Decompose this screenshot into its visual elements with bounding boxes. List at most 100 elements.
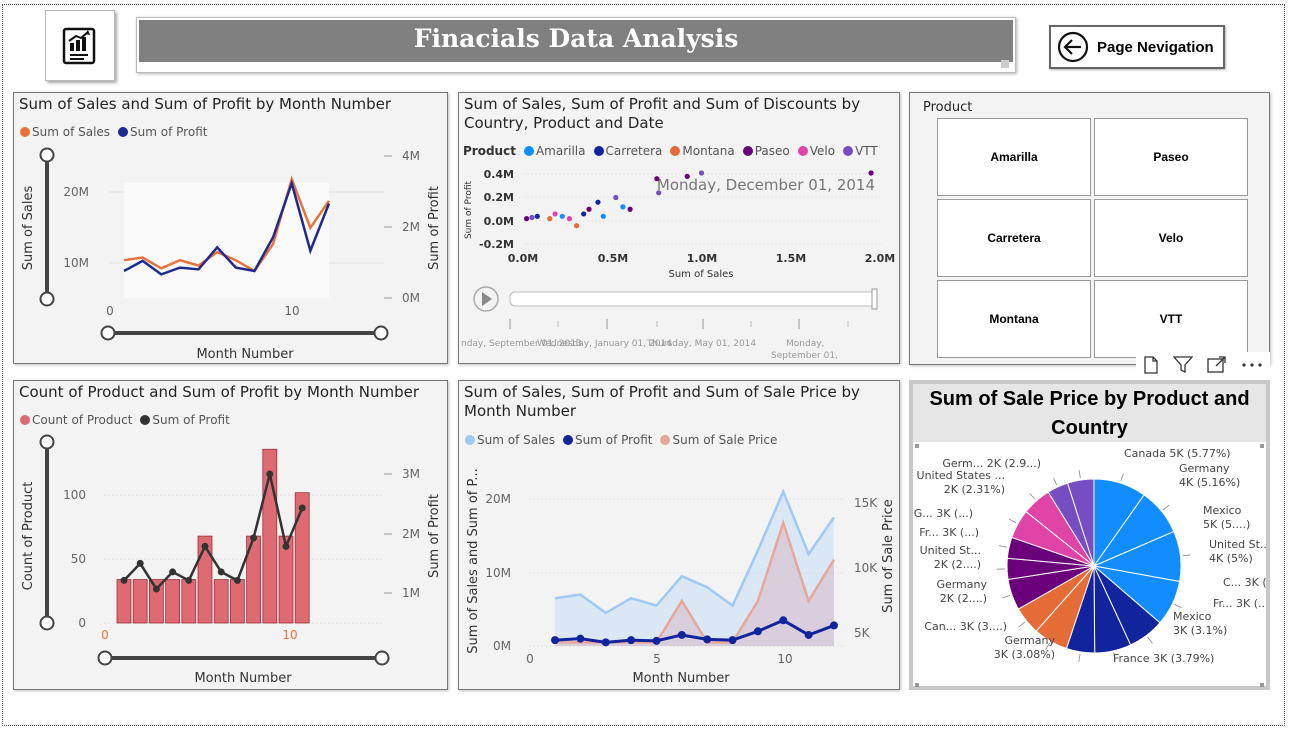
series-line-profit[interactable] — [123, 179, 331, 276]
scatter-point[interactable] — [620, 204, 626, 210]
scatter-point[interactable] — [559, 213, 565, 219]
profit-point[interactable] — [551, 636, 559, 645]
profit-point[interactable] — [298, 504, 306, 512]
sales-line[interactable] — [554, 488, 836, 615]
profit-point[interactable] — [652, 636, 661, 645]
slicer-item-paseo[interactable]: Paseo — [1094, 118, 1248, 196]
legend-item-sales[interactable]: Sum of Sales — [465, 433, 555, 447]
resize-handle-icon[interactable] — [1260, 444, 1264, 448]
scatter-point[interactable] — [698, 170, 705, 176]
series-line-profit[interactable] — [123, 473, 304, 591]
sale-price-pie-chart[interactable]: Sum of Sale Price by Product and Country… — [909, 380, 1270, 690]
legend-item-profit[interactable]: Sum of Profit — [140, 413, 230, 427]
profit-point[interactable] — [185, 576, 193, 584]
count-bar[interactable] — [132, 579, 148, 624]
slicer-item-velo[interactable]: Velo — [1094, 199, 1248, 277]
profit-point[interactable] — [152, 585, 160, 593]
profit-point[interactable] — [779, 616, 788, 625]
slicer-item-amarilla[interactable]: Amarilla — [937, 118, 1091, 196]
scatter-point[interactable] — [613, 194, 619, 201]
slicer-item-montana[interactable]: Montana — [937, 280, 1091, 358]
scatter-point[interactable] — [523, 216, 530, 222]
profit-line[interactable] — [554, 618, 835, 644]
profit-point[interactable] — [120, 576, 128, 584]
count-bar[interactable] — [165, 579, 181, 624]
discounts-scatter-chart[interactable]: Sum of Sales, Sum of Profit and Sum of D… — [458, 92, 900, 364]
profit-point[interactable] — [601, 638, 610, 647]
sales-profit-line-chart[interactable]: Sum of Sales and Sum of Profit by Month … — [13, 92, 448, 364]
legend-item-amarilla[interactable]: Amarilla — [523, 144, 586, 158]
scatter-point[interactable] — [547, 216, 553, 222]
profit-point[interactable] — [830, 621, 838, 630]
play-axis-track[interactable] — [509, 291, 877, 307]
resize-handle-icon[interactable] — [915, 683, 919, 687]
count-bar[interactable] — [213, 579, 229, 624]
legend-item-montana[interactable]: Montana — [670, 144, 735, 158]
legend-item-count[interactable]: Count of Product — [20, 413, 132, 427]
focus-mode-icon[interactable] — [1207, 356, 1227, 374]
count-bar[interactable] — [197, 535, 213, 624]
scatter-point[interactable] — [868, 170, 874, 176]
profit-point[interactable] — [266, 470, 274, 478]
scatter-point[interactable] — [595, 199, 601, 205]
page-navigation-button[interactable]: Page Nevigation — [1049, 25, 1225, 69]
legend-item-sale-price[interactable]: Sum of Sale Price — [660, 433, 777, 447]
scatter-point[interactable] — [656, 190, 662, 196]
count-bar[interactable] — [278, 535, 294, 624]
count-product-combo-chart[interactable]: Count of Product and Sum of Profit by Mo… — [13, 380, 448, 690]
more-options-icon[interactable] — [1241, 361, 1263, 369]
slicer-item-vtt[interactable]: VTT — [1094, 280, 1248, 358]
zoom-slider-handle[interactable] — [39, 615, 55, 631]
scatter-point[interactable] — [581, 211, 587, 217]
legend-item-profit[interactable]: Sum of Profit — [563, 433, 652, 447]
scatter-point[interactable] — [534, 213, 540, 219]
count-bar[interactable] — [181, 579, 197, 624]
sales-profit-saleprice-area-chart[interactable]: Sum of Sales, Sum of Profit and Sum of S… — [458, 380, 900, 690]
zoom-slider-handle[interactable] — [39, 434, 55, 450]
sales-area[interactable] — [555, 491, 834, 646]
scatter-point[interactable] — [586, 206, 592, 212]
profit-point[interactable] — [753, 627, 762, 636]
scatter-point[interactable] — [529, 214, 535, 221]
zoom-slider-handle[interactable] — [39, 147, 55, 163]
count-bar[interactable] — [229, 579, 245, 624]
profit-point[interactable] — [703, 635, 712, 644]
more-options-page-icon[interactable] — [1143, 356, 1159, 374]
profit-point[interactable] — [282, 542, 290, 550]
legend-item-paseo[interactable]: Paseo — [742, 144, 790, 158]
resize-handle-icon[interactable] — [1260, 683, 1264, 687]
zoom-slider-handle[interactable] — [373, 325, 389, 341]
scatter-point[interactable] — [600, 213, 606, 219]
profit-point[interactable] — [250, 534, 258, 542]
profit-point[interactable] — [136, 559, 144, 567]
resize-handle-icon[interactable] — [915, 444, 919, 448]
sale-price-area[interactable] — [555, 522, 834, 646]
profit-point[interactable] — [627, 636, 636, 645]
count-bar[interactable] — [116, 579, 132, 624]
profit-point[interactable] — [576, 634, 585, 643]
profit-point[interactable] — [233, 576, 241, 584]
profit-point[interactable] — [169, 568, 177, 576]
scatter-point[interactable] — [684, 173, 690, 179]
count-bar[interactable] — [148, 579, 164, 624]
profit-point[interactable] — [201, 542, 209, 550]
zoom-slider-handle[interactable] — [100, 325, 116, 341]
legend-item-vtt[interactable]: VTT — [843, 144, 878, 158]
scatter-point[interactable] — [552, 211, 558, 217]
pie-slice[interactable] — [1066, 478, 1095, 567]
scatter-point[interactable] — [573, 223, 580, 229]
count-bar[interactable] — [294, 492, 310, 624]
zoom-slider-handle[interactable] — [39, 291, 55, 307]
zoom-slider-handle[interactable] — [97, 650, 113, 666]
scatter-point[interactable] — [627, 206, 633, 212]
profit-point[interactable] — [728, 636, 737, 645]
zoom-slider-handle[interactable] — [374, 650, 390, 666]
profit-point[interactable] — [677, 630, 686, 639]
legend-item-sales[interactable]: Sum of Sales — [20, 125, 110, 139]
legend-item-profit[interactable]: Sum of Profit — [118, 125, 207, 139]
legend-item-carretera[interactable]: Carretera — [593, 144, 662, 158]
profit-point[interactable] — [804, 630, 813, 639]
profit-point[interactable] — [217, 568, 225, 576]
scatter-point[interactable] — [654, 176, 660, 182]
slicer-item-carretera[interactable]: Carretera — [937, 199, 1091, 277]
